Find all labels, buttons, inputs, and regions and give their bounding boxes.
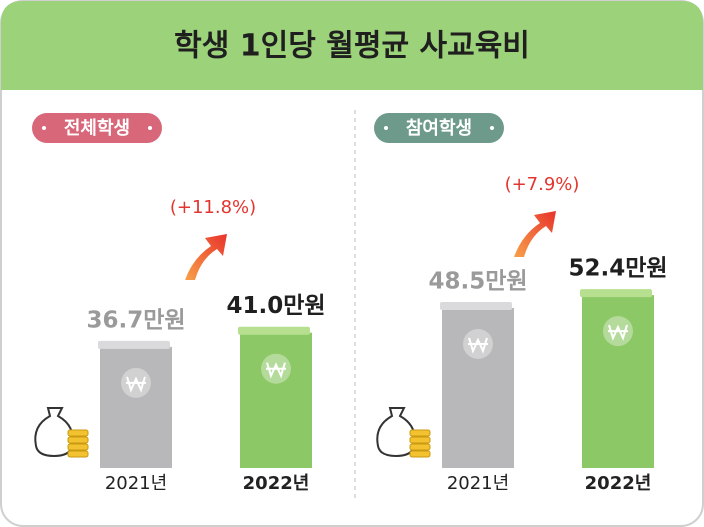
bar [240,332,312,468]
change-annotation: (+7.9%) [505,174,580,195]
pill-dot [148,126,152,130]
panel-label-pill [374,113,504,143]
panel-label-pill [32,113,162,143]
won-icon [468,337,488,354]
bar-top [580,289,652,298]
value-label: 36.7만원 [86,307,185,333]
x-tick-label: 2022년 [243,473,310,494]
change-arrow [185,234,227,280]
coin [409,450,431,458]
x-tick-label: 2022년 [585,473,652,494]
coin [67,429,89,437]
coin [67,450,89,458]
coin [409,436,431,444]
title: 학생 1인당 월평균 사교육비 [174,29,530,64]
x-tick-label: 2021년 [447,473,509,494]
won-icon [126,376,146,393]
panel-label: 참여학생 [406,117,472,139]
pill-dot [490,126,494,130]
title-band [1,1,703,90]
won-icon [608,324,628,341]
money-bag [376,407,416,458]
coin [409,429,431,437]
bar [582,295,654,468]
pill-dot [384,126,388,130]
won-icon [266,362,286,379]
bar [442,307,514,468]
change-arrow [514,211,556,257]
x-tick-label: 2021년 [105,473,167,494]
panel-label: 전체학생 [64,117,130,139]
money-bag [34,407,74,458]
bar-top [238,326,310,335]
bar-top [98,340,170,349]
coin [67,443,89,451]
value-label: 48.5만원 [428,268,527,294]
coin [67,436,89,444]
bar-top [440,301,512,310]
value-label: 41.0만원 [226,293,325,319]
bar [100,346,172,468]
pill-dot [42,126,46,130]
change-annotation: (+11.8%) [170,197,256,218]
value-label: 52.4만원 [568,256,667,282]
coin [409,443,431,451]
